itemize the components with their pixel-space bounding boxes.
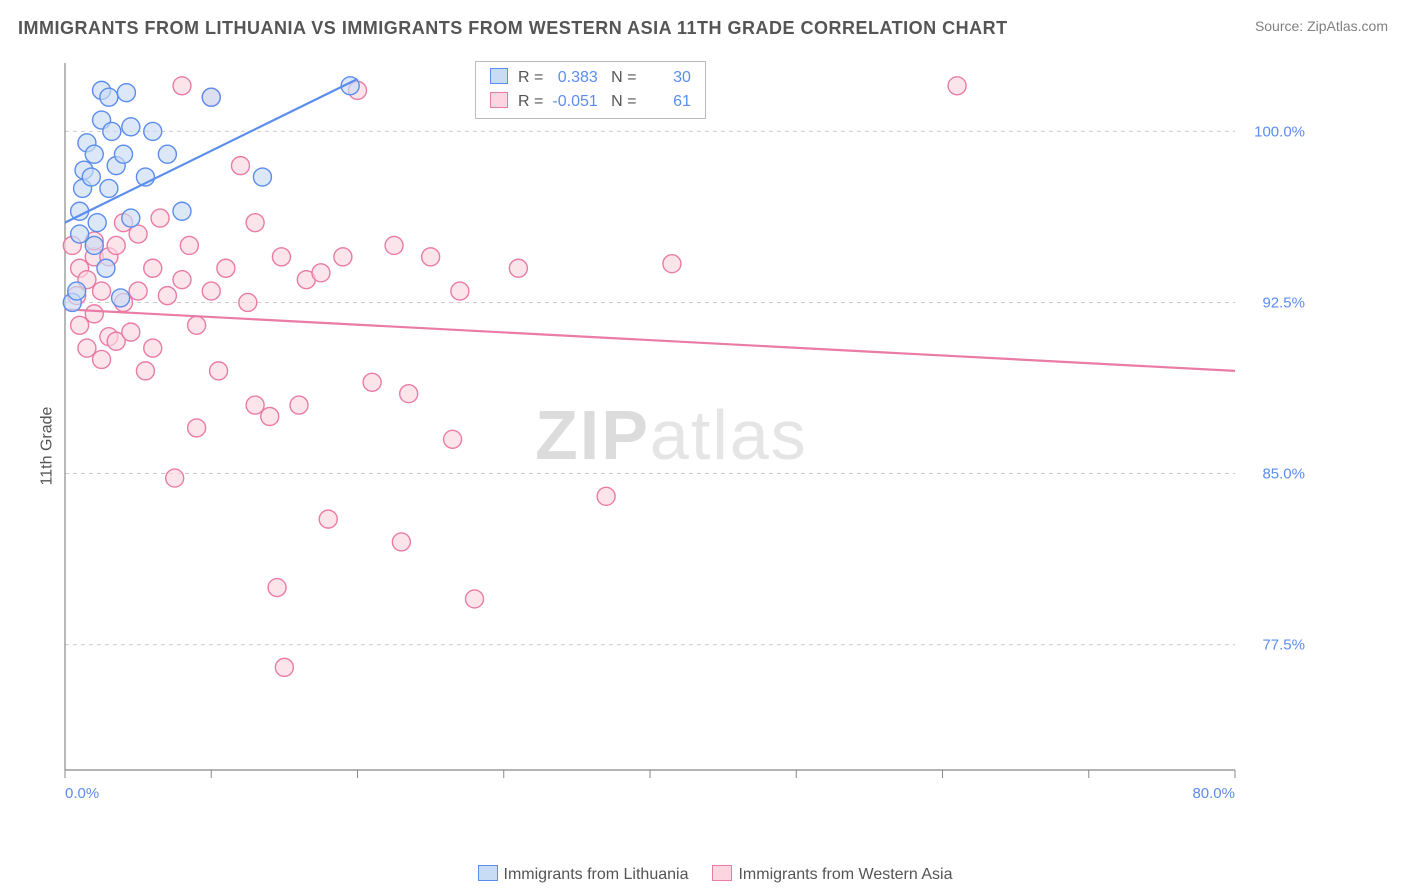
- data-point: [948, 77, 966, 95]
- legend-label: Immigrants from Western Asia: [738, 866, 952, 883]
- series-swatch-icon: [490, 68, 508, 84]
- data-point: [188, 316, 206, 334]
- data-point: [217, 259, 235, 277]
- plot-area: 77.5%85.0%92.5%100.0%0.0%80.0% ZIPatlas …: [55, 55, 1315, 815]
- data-point: [275, 658, 293, 676]
- data-point: [268, 579, 286, 597]
- data-point: [173, 77, 191, 95]
- data-point: [103, 122, 121, 140]
- source-label: Source: ZipAtlas.com: [1255, 18, 1388, 34]
- data-point: [400, 385, 418, 403]
- y-tick-label: 92.5%: [1262, 294, 1305, 311]
- data-point: [78, 339, 96, 357]
- data-point: [166, 469, 184, 487]
- data-point: [202, 88, 220, 106]
- data-point: [312, 264, 330, 282]
- data-point: [466, 590, 484, 608]
- data-point: [290, 396, 308, 414]
- data-point: [261, 408, 279, 426]
- data-point: [385, 236, 403, 254]
- y-tick-label: 100.0%: [1254, 123, 1305, 140]
- x-tick-label: 0.0%: [65, 785, 99, 802]
- data-point: [180, 236, 198, 254]
- data-point: [112, 289, 130, 307]
- legend-bottom: Immigrants from Lithuania Immigrants from…: [0, 865, 1406, 884]
- trend-line: [65, 309, 1235, 371]
- data-point: [597, 487, 615, 505]
- data-point: [451, 282, 469, 300]
- data-point: [100, 88, 118, 106]
- data-point: [173, 202, 191, 220]
- data-point: [97, 259, 115, 277]
- data-point: [422, 248, 440, 266]
- data-point: [82, 168, 100, 186]
- data-point: [88, 214, 106, 232]
- data-point: [122, 209, 140, 227]
- data-point: [173, 271, 191, 289]
- data-point: [232, 157, 250, 175]
- data-point: [144, 339, 162, 357]
- data-point: [363, 373, 381, 391]
- legend-label: Immigrants from Lithuania: [504, 866, 689, 883]
- data-point: [85, 305, 103, 323]
- data-point: [392, 533, 410, 551]
- legend-swatch-icon: [712, 865, 732, 881]
- data-point: [68, 282, 86, 300]
- data-point: [122, 118, 140, 136]
- data-point: [239, 293, 257, 311]
- data-point: [144, 259, 162, 277]
- legend-swatch-icon: [478, 865, 498, 881]
- data-point: [202, 282, 220, 300]
- data-point: [93, 350, 111, 368]
- series-swatch-icon: [490, 92, 508, 108]
- data-point: [117, 84, 135, 102]
- data-point: [158, 145, 176, 163]
- x-tick-label: 80.0%: [1192, 785, 1235, 802]
- data-point: [210, 362, 228, 380]
- data-point: [246, 396, 264, 414]
- correlation-stats-box: R = 0.383 N = 30R = -0.051 N = 61: [475, 61, 706, 119]
- data-point: [107, 236, 125, 254]
- data-point: [663, 255, 681, 273]
- data-point: [272, 248, 290, 266]
- data-point: [188, 419, 206, 437]
- data-point: [129, 282, 147, 300]
- data-point: [122, 323, 140, 341]
- y-axis-label: 11th Grade: [38, 407, 56, 486]
- data-point: [509, 259, 527, 277]
- chart-title: IMMIGRANTS FROM LITHUANIA VS IMMIGRANTS …: [18, 18, 1008, 38]
- data-point: [93, 282, 111, 300]
- data-point: [115, 145, 133, 163]
- y-tick-label: 77.5%: [1262, 637, 1305, 654]
- y-tick-label: 85.0%: [1262, 466, 1305, 483]
- data-point: [246, 214, 264, 232]
- data-point: [151, 209, 169, 227]
- data-point: [85, 145, 103, 163]
- data-point: [71, 225, 89, 243]
- data-point: [71, 316, 89, 334]
- stats-row: R = -0.051 N = 61: [490, 90, 691, 114]
- data-point: [129, 225, 147, 243]
- data-point: [158, 287, 176, 305]
- stats-row: R = 0.383 N = 30: [490, 66, 691, 90]
- data-point: [144, 122, 162, 140]
- data-point: [444, 430, 462, 448]
- data-point: [85, 236, 103, 254]
- data-point: [319, 510, 337, 528]
- data-point: [334, 248, 352, 266]
- data-point: [100, 179, 118, 197]
- data-point: [253, 168, 271, 186]
- data-point: [136, 362, 154, 380]
